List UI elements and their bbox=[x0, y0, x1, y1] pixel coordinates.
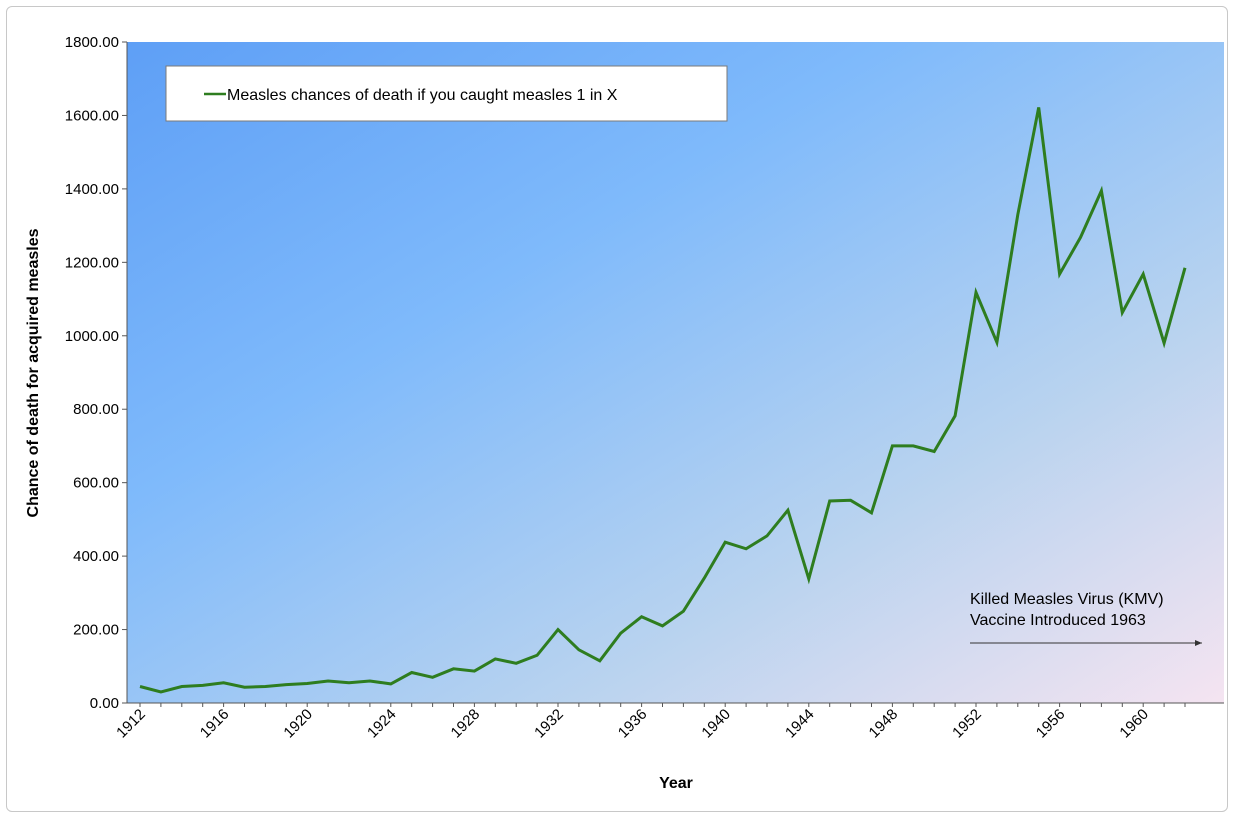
y-tick-label: 1000.00 bbox=[65, 328, 119, 345]
x-tick-label: 1928 bbox=[448, 706, 484, 742]
x-tick-label: 1936 bbox=[615, 706, 651, 742]
annotation-line-1: Killed Measles Virus (KMV) bbox=[970, 591, 1164, 608]
legend: Measles chances of death if you caught m… bbox=[165, 65, 728, 122]
vaccine-annotation: Killed Measles Virus (KMV) Vaccine Intro… bbox=[970, 591, 1202, 646]
annotation-line-2: Vaccine Introduced 1963 bbox=[970, 612, 1146, 629]
y-tick-label: 200.00 bbox=[73, 622, 119, 639]
x-tick-label: 1956 bbox=[1033, 706, 1069, 742]
y-tick-label: 800.00 bbox=[73, 401, 119, 418]
x-tick-label: 1960 bbox=[1116, 706, 1152, 742]
x-tick-label: 1932 bbox=[531, 706, 567, 742]
legend-box bbox=[165, 65, 728, 122]
y-tick-label: 600.00 bbox=[73, 475, 119, 492]
x-tick-label: 1948 bbox=[866, 706, 902, 742]
y-axis-title: Chance of death for acquired measles bbox=[25, 228, 42, 517]
x-axis-title: Year bbox=[659, 775, 693, 792]
x-tick-label: 1920 bbox=[280, 706, 316, 742]
y-tick-label: 1400.00 bbox=[65, 181, 119, 198]
y-axis: 0.00 200.00 400.00 600.00 800.00 1000.00 1200.… bbox=[65, 34, 128, 712]
x-tick-label: 1952 bbox=[949, 706, 985, 742]
y-tick-label: 400.00 bbox=[73, 548, 119, 565]
x-tick-label: 1924 bbox=[364, 706, 400, 742]
x-axis: 1912 1916 1920 1924 1928 1932 1936 1940 1944 1948… bbox=[113, 702, 1224, 742]
x-tick-label: 1916 bbox=[197, 706, 233, 742]
y-tick-label: 0.00 bbox=[90, 695, 119, 712]
legend-entry-label: Measles chances of death if you caught m… bbox=[227, 87, 618, 104]
y-tick-label: 1600.00 bbox=[65, 107, 119, 124]
plot-area bbox=[127, 42, 1224, 703]
y-tick-label: 1200.00 bbox=[65, 254, 119, 271]
y-tick-label: 1800.00 bbox=[65, 34, 119, 51]
x-tick-label: 1944 bbox=[782, 706, 818, 742]
series-line bbox=[139, 107, 1187, 694]
series-layer bbox=[139, 107, 1187, 694]
x-tick-label: 1940 bbox=[698, 706, 734, 742]
